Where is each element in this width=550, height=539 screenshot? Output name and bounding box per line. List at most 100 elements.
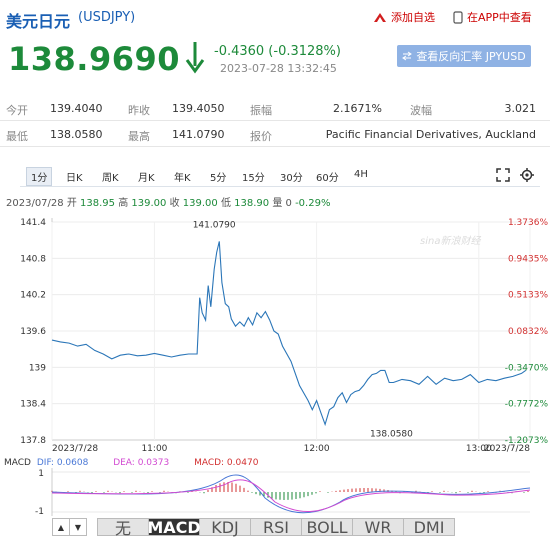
- open-value: 139.4040: [50, 102, 103, 115]
- y-left-tick-label: 139.6: [20, 327, 46, 337]
- ohlc-high-label: 高: [118, 198, 129, 209]
- prev-indicator-button[interactable]: ▲: [52, 518, 70, 536]
- macd-tick-bottom: -1: [35, 507, 44, 516]
- ohlc-open-label: 开: [66, 198, 77, 209]
- wave-label: 波幅: [410, 104, 432, 117]
- y-left-tick-label: 139: [29, 363, 46, 373]
- macd-chart: 1 -1: [35, 468, 531, 516]
- x-tick-label: 2023/7/28: [484, 444, 530, 454]
- y-left-tick-label: 140.8: [20, 254, 46, 264]
- y-right-tick-label: 0.5133%: [508, 291, 548, 301]
- low-label: 最低: [6, 130, 28, 143]
- open-app-link[interactable]: 在APP中查看: [453, 9, 532, 25]
- triangle-down-icon: ▼: [74, 522, 82, 532]
- macd-tick-top: 1: [38, 469, 44, 479]
- y-right-tick-label: -0.3470%: [505, 363, 549, 373]
- phone-icon: [453, 10, 463, 24]
- down-arrow-icon: [185, 42, 205, 74]
- y-left-tick-label: 141.4: [20, 218, 46, 228]
- x-tick-label: 2023/7/28: [52, 444, 98, 454]
- period-tabs: 1分 日K 周K 月K 年K 5分 15分 30分 60分 4H: [20, 166, 540, 187]
- y-right-tick-label: -0.7772%: [505, 400, 549, 410]
- add-watchlist-link[interactable]: 添加自选: [373, 9, 435, 25]
- fullscreen-icon[interactable]: [496, 168, 510, 182]
- tab-60min[interactable]: 60分: [316, 173, 339, 184]
- x-tick-label: 12:00: [304, 444, 330, 454]
- amplitude-value: 2.1671%: [333, 102, 382, 115]
- ohlc-low-label: 低: [220, 198, 231, 209]
- settings-icon[interactable]: [520, 168, 534, 182]
- y-right-tick-label: -1.2073%: [505, 436, 549, 446]
- wave-value: 3.021: [504, 102, 537, 115]
- price-chart[interactable]: 141.4 140.8 140.2 139.6 139 138.4 137.8 1.3736…: [0, 206, 550, 456]
- price-series-line: [51, 241, 527, 427]
- macd-legend: MACD DIF: 0.0608 DEA: 0.0373 MACD: 0.047…: [4, 458, 258, 468]
- ohlc-open: 138.95: [80, 198, 116, 209]
- chart-grid: [51, 218, 531, 441]
- indicator-tab-boll[interactable]: BOLL: [302, 518, 353, 537]
- prev-close-label: 昨收: [128, 104, 150, 117]
- chart-watermark: sina新浪财经: [420, 235, 481, 247]
- tab-monthly[interactable]: 月K: [138, 173, 155, 184]
- high-value: 141.0790: [172, 128, 225, 141]
- pair-code: (USDJPY): [78, 10, 136, 25]
- stats-row-2: 最低 138.0580 最高 141.0790 报价 Pacific Finan…: [0, 122, 550, 147]
- ohlc-close: 139.00: [182, 198, 218, 209]
- x-tick-label: 11:00: [141, 444, 167, 454]
- macd-dea-line: [51, 479, 531, 513]
- macd-value: MACD: 0.0470: [194, 458, 259, 468]
- price-change: -0.4360 (-0.3128%): [214, 44, 341, 59]
- tab-30min[interactable]: 30分: [280, 173, 303, 184]
- ohlc-change: -0.29%: [295, 198, 331, 209]
- tab-4h[interactable]: 4H: [354, 169, 368, 180]
- high-label: 最高: [128, 130, 150, 143]
- swap-icon: [402, 51, 413, 61]
- pair-title: 美元日元: [6, 12, 71, 31]
- ohlc-vol-label: 量: [272, 198, 283, 209]
- indicator-tab-macd[interactable]: MACD: [147, 517, 201, 537]
- tab-5min[interactable]: 5分: [210, 173, 227, 184]
- tab-yearly[interactable]: 年K: [174, 173, 191, 184]
- x-tick-label: 13:00: [466, 444, 492, 454]
- ohlc-low: 138.90: [234, 198, 270, 209]
- rank-icon: [374, 12, 386, 22]
- add-watchlist-label: 添加自选: [391, 11, 435, 24]
- tab-1min[interactable]: 1分: [26, 167, 53, 186]
- low-value: 138.0580: [50, 128, 103, 141]
- triangle-up-icon: ▲: [57, 522, 65, 532]
- indicator-tab-wr[interactable]: WR: [353, 518, 404, 537]
- macd-dea: DEA: 0.0373: [113, 458, 170, 468]
- ohlc-info: 2023/07/28 开 138.95 高 139.00 收 139.00 低 …: [6, 194, 330, 209]
- chart-annotations: 141.0790 138.0580: [193, 220, 413, 439]
- indicator-tab-rsi[interactable]: RSI: [251, 518, 302, 537]
- ohlc-close-label: 收: [169, 198, 180, 209]
- macd-dif-line: [51, 474, 531, 514]
- macd-dif: DIF: 0.0608: [36, 458, 89, 468]
- indicator-bar: ▲ ▼ 无 MACD KDJ RSI BOLL WR DMI: [52, 517, 455, 538]
- open-app-label: 在APP中查看: [467, 11, 532, 24]
- reverse-rate-label: 查看反向汇率 JPYUSD: [416, 50, 526, 63]
- ohlc-vol: 0: [285, 198, 292, 209]
- y-left-tick-label: 140.2: [20, 291, 46, 301]
- tab-weekly[interactable]: 周K: [102, 173, 119, 184]
- indicator-tab-dmi[interactable]: DMI: [404, 518, 455, 537]
- quote-source-label: 报价: [250, 130, 272, 143]
- indicator-tab-kdj[interactable]: KDJ: [200, 518, 251, 537]
- low-annotation: 138.0580: [370, 429, 413, 439]
- quote-source-value: Pacific Financial Derivatives, Auckland: [325, 128, 536, 141]
- amplitude-label: 振幅: [250, 104, 272, 117]
- high-annotation: 141.0790: [193, 220, 236, 230]
- y-right-axis: 1.3736% 0.9435% 0.5133% 0.0832% -0.3470% -0.7…: [505, 218, 549, 446]
- ohlc-high: 139.00: [131, 198, 167, 209]
- prev-close-value: 139.4050: [172, 102, 225, 115]
- y-right-tick-label: 1.3736%: [508, 218, 548, 228]
- indicator-tab-none[interactable]: 无: [97, 518, 149, 538]
- reverse-rate-button[interactable]: 查看反向汇率 JPYUSD: [397, 45, 531, 67]
- tab-daily[interactable]: 日K: [66, 173, 83, 184]
- y-left-tick-label: 137.8: [20, 436, 46, 446]
- tab-15min[interactable]: 15分: [242, 173, 265, 184]
- current-price: 138.9690: [8, 40, 181, 78]
- quote-timestamp: 2023-07-28 13:32:45: [220, 62, 337, 75]
- next-indicator-button[interactable]: ▼: [70, 518, 87, 536]
